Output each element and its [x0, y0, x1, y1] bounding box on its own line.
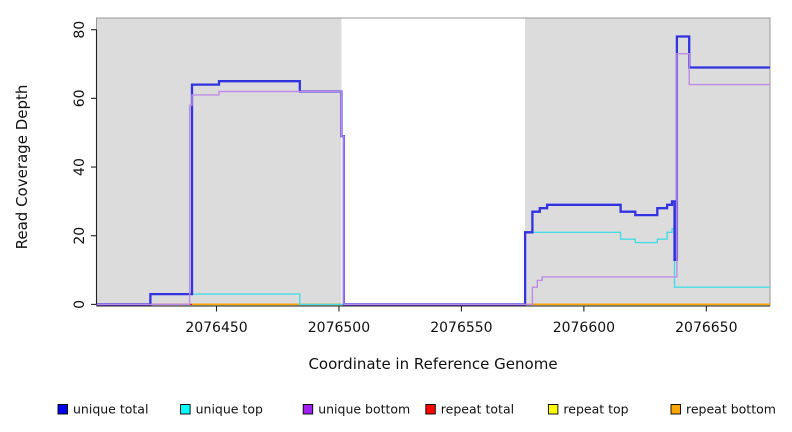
legend-label: repeat top — [563, 402, 628, 417]
series-line-unique-total — [96, 35, 770, 306]
legend-label: repeat bottom — [686, 402, 776, 417]
x-tick-label: 2076450 — [185, 320, 247, 336]
x-axis-title: Coordinate in Reference Genome — [308, 355, 557, 373]
y-tick-label: 60 — [72, 89, 88, 107]
series-line-unique-bottom — [96, 53, 770, 306]
y-tick-label: 80 — [72, 21, 88, 39]
legend-swatch-unique-top — [180, 404, 191, 415]
legend-swatch-unique-total — [57, 404, 68, 415]
shaded-region — [96, 18, 342, 306]
shaded-region — [525, 18, 770, 306]
legend-item-repeat-bottom: repeat bottom — [670, 402, 776, 417]
x-tick-label: 2076500 — [308, 320, 370, 336]
legend-item-unique-top: unique top — [180, 402, 263, 417]
legend-swatch-repeat-total — [425, 404, 436, 415]
legend: unique total unique top unique bottom repea… — [57, 402, 776, 417]
y-tick-label: 20 — [72, 227, 88, 245]
series-lines-layer — [96, 35, 770, 306]
x-tick-label: 2076650 — [675, 320, 737, 336]
legend-swatch-repeat-bottom — [670, 404, 681, 415]
legend-swatch-unique-bottom — [302, 404, 314, 415]
legend-label: unique bottom — [318, 402, 410, 417]
x-tick-label: 2076550 — [430, 320, 492, 336]
legend-item-repeat-top: repeat top — [547, 402, 629, 417]
legend-label: unique total — [73, 402, 148, 417]
legend-label: repeat total — [441, 402, 514, 417]
x-tick-label: 2076600 — [553, 320, 615, 336]
shaded-regions-layer — [96, 18, 770, 306]
axes-layer: 2076450 2076500 2076550 2076600 2076650 0 20 40… — [72, 21, 770, 336]
legend-item-repeat-total: repeat total — [425, 402, 514, 417]
series-line-unique-top — [96, 228, 770, 306]
y-tick-label: 40 — [72, 158, 88, 176]
y-tick-label: 0 — [72, 300, 88, 309]
legend-label: unique top — [196, 402, 263, 417]
y-axis-title: Read Coverage Depth — [13, 85, 31, 250]
legend-item-unique-total: unique total — [57, 402, 148, 417]
legend-item-unique-bottom: unique bottom — [302, 402, 410, 417]
legend-swatch-repeat-top — [547, 404, 559, 415]
